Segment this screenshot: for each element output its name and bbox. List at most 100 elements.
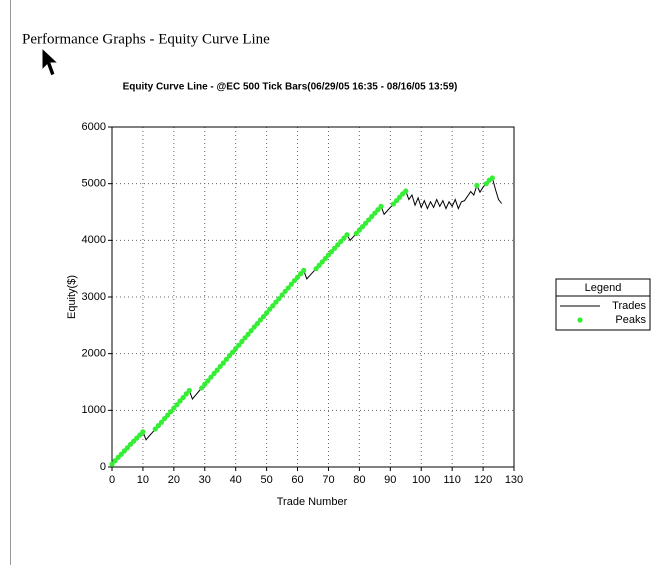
peak-dot — [294, 274, 301, 280]
peak-dot — [208, 374, 214, 380]
y-tick-label: 4000 — [82, 234, 106, 246]
legend-label: Trades — [612, 300, 646, 312]
peak-dot — [118, 451, 124, 457]
peak-dot — [155, 423, 161, 429]
peak-dot — [279, 292, 285, 298]
x-axis-label: Trade Number — [277, 496, 348, 508]
page-heading: Performance Graphs - Equity Curve Line — [22, 31, 270, 47]
peak-dot — [248, 328, 254, 334]
peak-dot — [199, 385, 205, 391]
peak-dot — [239, 338, 245, 345]
y-tick-label: 1000 — [82, 404, 106, 416]
peak-dot — [369, 213, 375, 220]
peak-dot — [260, 313, 267, 320]
peak-dot — [202, 381, 208, 387]
mouse-cursor — [41, 46, 60, 77]
peak-dot — [171, 405, 177, 411]
y-tick-label: 5000 — [82, 178, 106, 190]
legend-box — [555, 278, 651, 331]
peak-dot — [301, 267, 307, 273]
peak-dot — [322, 255, 328, 262]
peak-dot — [396, 194, 403, 200]
peak-dot — [230, 349, 236, 355]
y-tick-label: 0 — [100, 461, 106, 473]
legend: Legend Trades Peaks — [555, 278, 651, 331]
x-tick-label: 50 — [260, 474, 272, 486]
peak-dot — [264, 310, 270, 316]
peak-dot — [328, 249, 335, 255]
peak-dot — [356, 227, 362, 233]
y-tick-label: 3000 — [82, 291, 106, 303]
legend-label: Peaks — [615, 314, 646, 326]
peak-dot — [124, 445, 131, 451]
peak-dot — [325, 252, 332, 258]
peak-dot — [341, 235, 347, 241]
legend-title: Legend — [585, 282, 622, 294]
peak-dot — [338, 238, 344, 245]
x-tick-label: 20 — [168, 474, 180, 486]
peak-dot — [276, 296, 282, 302]
peak-dot — [483, 181, 489, 187]
peak-dot — [378, 203, 384, 209]
peak-dot — [211, 370, 217, 377]
peak-dot — [257, 317, 264, 323]
x-tick-label: 130 — [505, 474, 523, 486]
peak-dot — [251, 324, 257, 330]
peak-dot — [183, 391, 189, 397]
x-tick-label: 10 — [137, 474, 149, 486]
peak-dot — [267, 306, 273, 312]
y-tick-label: 6000 — [82, 121, 106, 133]
peak-dot — [335, 242, 341, 248]
peak-dot — [372, 210, 378, 216]
peak-dot — [366, 217, 372, 223]
peak-dot — [362, 220, 369, 226]
peak-dot — [313, 266, 319, 272]
peak-dot — [474, 182, 480, 188]
peak-dot — [353, 230, 359, 237]
peak-dot — [214, 367, 220, 373]
peak-dot — [273, 299, 279, 305]
x-tick-label: 30 — [199, 474, 211, 486]
y-axis-label: Equity($) — [66, 275, 78, 319]
peak-dot — [140, 429, 146, 435]
peak-dot — [344, 232, 350, 238]
peak-dot — [180, 394, 186, 401]
x-tick-label: 100 — [412, 474, 430, 486]
peak-dot — [254, 321, 260, 327]
peak-dot — [109, 461, 115, 467]
peak-dot — [174, 402, 180, 408]
peak-dot — [403, 188, 409, 194]
peak-dot — [236, 342, 242, 348]
peak-dot — [316, 262, 322, 268]
plot-frame — [111, 126, 515, 468]
peak-dot — [186, 387, 192, 394]
peak-dot — [177, 398, 183, 404]
chart-title: Equity Curve Line - @EC 500 Tick Bars(06… — [123, 82, 458, 93]
peak-dot — [319, 259, 325, 265]
peak-dot — [205, 378, 211, 384]
x-tick-label: 80 — [353, 474, 365, 486]
peak-dot — [165, 412, 171, 418]
x-tick-label: 120 — [474, 474, 492, 486]
peak-dot — [152, 426, 158, 432]
peak-dot — [161, 415, 168, 422]
peak-dot — [226, 353, 233, 359]
peak-dot — [242, 335, 248, 341]
x-tick-label: 110 — [443, 474, 461, 486]
peak-dot — [245, 331, 251, 337]
peak-dot — [332, 245, 338, 251]
peak-dot — [223, 356, 230, 362]
peak-dot — [112, 458, 118, 464]
peak-dot — [285, 285, 291, 291]
peak-dot — [359, 224, 366, 230]
peak-dot — [375, 207, 381, 213]
peak-dot — [168, 409, 174, 415]
peak-dot — [489, 175, 495, 181]
peak-dot — [158, 419, 165, 425]
peak-dot — [288, 281, 294, 287]
peak-dot — [298, 271, 304, 277]
x-tick-label: 0 — [109, 474, 115, 486]
x-tick-label: 70 — [322, 474, 334, 486]
peak-dot — [233, 345, 239, 352]
